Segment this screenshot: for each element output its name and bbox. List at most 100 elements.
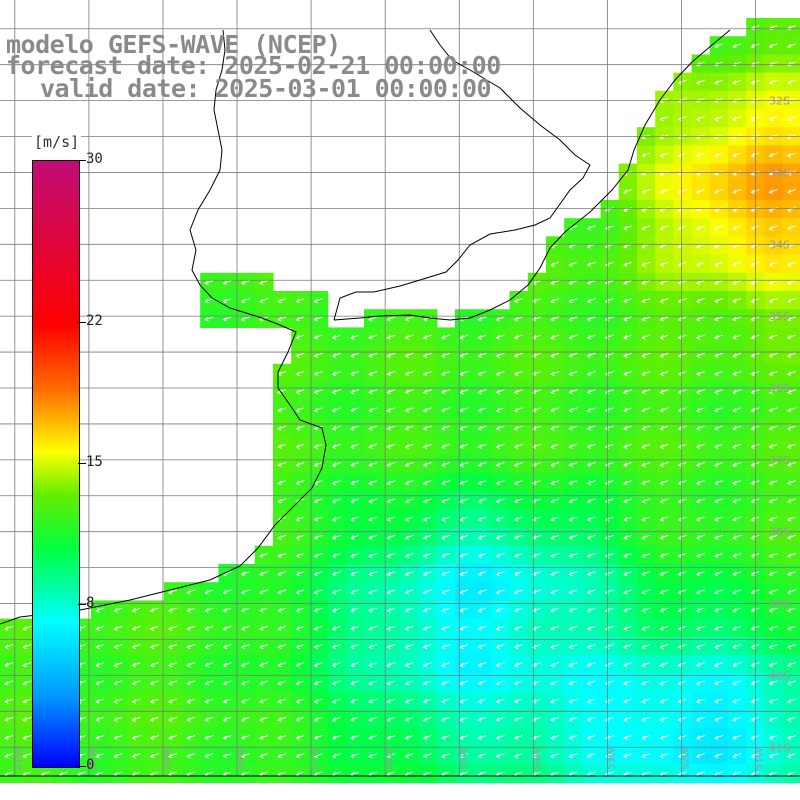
wind-arrow [732,279,742,286]
wind-arrow [477,625,487,631]
wind-arrow [368,498,378,504]
wind-arrow [368,625,378,631]
wind-arrow [623,261,633,267]
wind-arrow [623,734,633,741]
wind-arrow [586,480,596,486]
wind-arrow [550,625,560,631]
wind-arrow [532,279,542,286]
wind-arrow [695,316,705,322]
wind-arrow [768,571,778,577]
wind-arrow [22,625,32,631]
wind-arrow [295,680,305,686]
wind-arrow [532,389,542,395]
wind-arrow [586,443,596,449]
wind-arrow [786,753,796,759]
wind-arrow [113,698,123,704]
wind-arrow [714,461,724,468]
wind-arrow [386,571,396,577]
wind-arrow [732,443,742,449]
wind-arrow [277,552,287,559]
wind-arrow [368,662,378,668]
wind-arrow [149,698,159,704]
wind-arrow [313,607,323,613]
wind-arrow [768,389,778,395]
wind-arrow [695,662,705,668]
wind-arrow [550,552,560,559]
wind-arrow [186,734,196,741]
wind-arrow [386,407,396,413]
wind-arrow [331,552,341,559]
wind-arrow [422,352,432,358]
wind-arrow [641,389,651,395]
wind-arrow [441,607,451,613]
wind-arrow [532,643,542,650]
wind-arrow [404,480,414,486]
wind-arrow [277,461,287,468]
wind-arrow [168,643,178,650]
wind-arrow [786,589,796,595]
wind-arrow [131,753,141,759]
wind-arrow [641,188,651,195]
wind-arrow [659,607,669,613]
wind-arrow [131,680,141,686]
wind-arrow [422,370,432,377]
wind-arrow [641,498,651,504]
wind-arrow [495,443,505,449]
wind-arrow [659,298,669,304]
wind-arrow [513,534,523,540]
wind-arrow [641,480,651,486]
wind-arrow [568,334,578,340]
wind-arrow [495,534,505,540]
wind-arrow [477,534,487,540]
wind-arrow [331,625,341,631]
wind-arrow [623,389,633,395]
wind-arrow [22,734,32,741]
wind-arrow [677,643,687,650]
wind-arrow [149,625,159,631]
wind-arrow [641,589,651,595]
wind-arrow [659,261,669,267]
wind-arrow [568,680,578,686]
wind-arrow [259,607,269,613]
wind-arrow [313,298,323,304]
wind-arrow [368,734,378,741]
wind-arrow [240,680,250,686]
wind-arrow [313,461,323,468]
wind-arrow [222,716,232,722]
wind-arrow [786,625,796,631]
wind-arrow [331,461,341,468]
wind-arrow [695,79,705,85]
wind-arrow [422,534,432,540]
wind-arrow [586,516,596,522]
wind-arrow [313,734,323,741]
wind-arrow [641,625,651,631]
wind-arrow [386,625,396,631]
wind-arrow [623,698,633,704]
wind-arrow [513,443,523,449]
wind-arrow [495,716,505,722]
wind-arrow [441,461,451,468]
title-model: modelo GEFS-WAVE (NCEP) [6,30,341,59]
wind-arrow [331,407,341,413]
wind-arrow [404,516,414,522]
wind-arrow [732,534,742,540]
wind-arrow [331,516,341,522]
longitude-label: 52W [680,747,691,770]
wind-arrow [513,734,523,741]
wind-arrow [477,643,487,650]
wind-arrow [677,753,687,759]
wind-arrow [732,188,742,195]
wind-arrow [386,516,396,522]
wind-arrow [240,589,250,595]
title-forecast-date: forecast date: 2025-02-21 00:00:00 [6,51,501,80]
wind-arrow [659,516,669,522]
wind-arrow [714,188,724,195]
wind-arrow [513,461,523,468]
latitude-label: 37S [769,454,790,467]
wind-arrow [95,698,105,704]
wind-arrow [714,589,724,595]
wind-arrow [641,516,651,522]
wind-arrow [586,261,596,267]
wind-arrow [695,625,705,631]
wind-arrow [659,188,669,195]
